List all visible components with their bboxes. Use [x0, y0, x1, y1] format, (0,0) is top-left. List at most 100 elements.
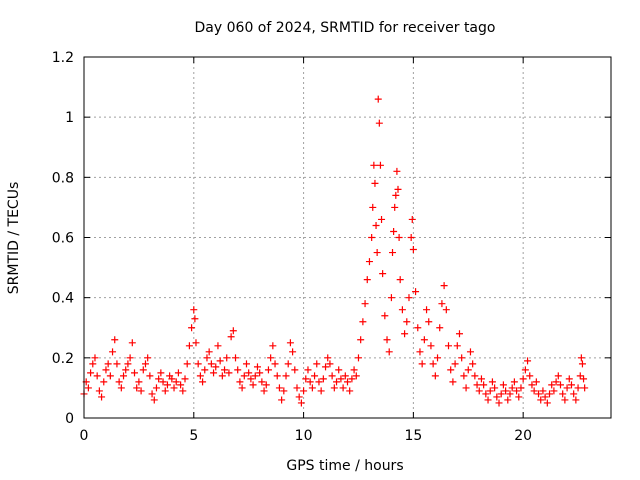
data-point: [174, 369, 182, 377]
data-point: [177, 381, 185, 389]
data-point: [106, 372, 114, 380]
data-point: [183, 360, 191, 368]
x-tick-label: 5: [189, 428, 198, 444]
y-tick-label: 0.4: [52, 291, 74, 307]
y-tick-label: 1.2: [52, 50, 74, 66]
data-point: [546, 390, 554, 398]
data-point: [395, 234, 403, 241]
data-point: [297, 399, 305, 407]
data-point: [449, 378, 457, 386]
data-point: [361, 300, 369, 308]
data-point: [561, 396, 569, 404]
data-point: [541, 393, 549, 401]
data-point: [414, 324, 422, 332]
y-tick-label: 0.8: [52, 170, 74, 186]
data-point: [172, 378, 180, 386]
data-point: [240, 372, 248, 380]
data-point: [218, 372, 226, 380]
data-point: [519, 375, 527, 383]
data-point: [389, 249, 397, 257]
data-point: [280, 387, 288, 395]
data-point: [95, 387, 103, 395]
data-point: [488, 378, 496, 386]
data-point: [559, 390, 567, 398]
data-point: [216, 357, 224, 365]
data-point: [423, 306, 431, 314]
data-point: [385, 348, 393, 356]
data-point: [407, 234, 415, 241]
data-point: [148, 390, 156, 398]
data-point: [535, 390, 543, 398]
data-point: [324, 354, 332, 362]
data-point: [416, 348, 424, 356]
data-point: [409, 246, 417, 254]
data-point: [453, 342, 461, 350]
data-point: [159, 378, 167, 386]
data-point: [576, 372, 584, 380]
data-point: [497, 390, 505, 398]
data-point: [225, 369, 233, 377]
data-point: [548, 381, 556, 389]
data-point: [543, 399, 551, 407]
data-point: [475, 387, 483, 395]
data-point: [109, 348, 117, 356]
data-point: [304, 366, 312, 374]
data-point: [369, 203, 377, 211]
data-point: [150, 396, 158, 404]
data-point: [447, 366, 455, 374]
data-point: [550, 387, 558, 395]
data-point: [330, 384, 338, 392]
data-point: [515, 393, 523, 401]
data-point: [371, 179, 379, 187]
data-point: [368, 234, 376, 241]
data-point: [466, 348, 474, 356]
data-point: [203, 354, 211, 362]
data-point: [412, 288, 420, 296]
data-point: [315, 378, 323, 386]
data-point: [131, 369, 139, 377]
data-point: [188, 324, 196, 332]
data-point: [493, 393, 501, 401]
data-point: [521, 366, 529, 374]
data-point: [91, 354, 99, 362]
data-point: [391, 203, 399, 211]
data-point: [517, 384, 525, 392]
data-point: [291, 366, 299, 374]
data-point: [192, 339, 200, 347]
data-point: [359, 318, 367, 326]
data-point: [401, 330, 409, 338]
data-point: [258, 378, 266, 386]
data-point: [282, 372, 290, 380]
data-point: [363, 276, 371, 284]
data-point: [89, 360, 97, 368]
data-point: [251, 372, 259, 380]
data-point: [390, 227, 398, 235]
data-point: [256, 369, 264, 377]
data-point: [191, 315, 199, 323]
data-point: [502, 387, 510, 395]
data-point: [249, 381, 257, 389]
data-point: [124, 360, 132, 368]
data-point: [120, 372, 128, 380]
data-point: [275, 384, 283, 392]
y-tick-label: 1: [65, 110, 74, 126]
data-point: [210, 369, 218, 377]
data-point: [434, 354, 442, 362]
data-point: [236, 378, 244, 386]
data-point: [133, 384, 141, 392]
x-axis-label: GPS time / hours: [286, 458, 403, 474]
data-point: [212, 363, 220, 371]
data-point: [473, 381, 481, 389]
data-point: [427, 342, 435, 350]
data-point: [339, 384, 347, 392]
data-point: [578, 360, 586, 368]
data-point: [365, 258, 373, 266]
data-point: [504, 396, 512, 404]
data-point: [170, 384, 178, 392]
data-point: [267, 354, 275, 362]
data-point: [247, 375, 255, 383]
data-point: [163, 381, 171, 389]
data-point: [442, 306, 450, 314]
y-axis-label: SRMTID / TECUs: [6, 182, 22, 295]
